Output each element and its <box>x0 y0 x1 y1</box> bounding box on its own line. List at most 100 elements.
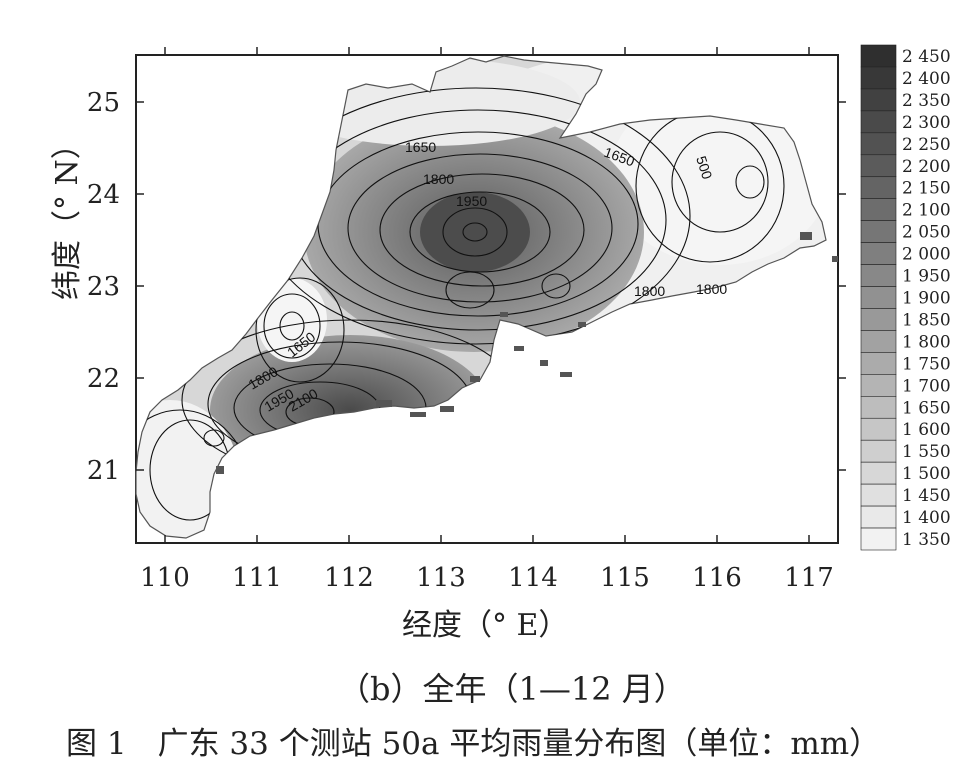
legend-label: 1 700 <box>902 376 951 396</box>
x-tick-label: 114 <box>508 563 558 593</box>
west-low-rainfall-area <box>257 278 327 362</box>
legend-swatch <box>860 374 897 397</box>
figure-subtitle: （b）全年（1—12 月） <box>338 670 686 708</box>
contour-line <box>409 191 551 273</box>
contour-line <box>379 173 585 287</box>
contour-line <box>255 277 345 383</box>
x-tick-label: 116 <box>692 563 742 593</box>
legend-swatch <box>860 264 897 287</box>
legend-swatch <box>860 352 897 375</box>
x-tick-labels: 110 111 112 113 114 115 116 117 <box>140 563 834 593</box>
contour-label: 1800 <box>423 171 454 187</box>
legend-swatch <box>860 110 897 134</box>
contour-label: 1950 <box>456 193 487 209</box>
contour-line <box>462 222 488 242</box>
legend-label: 1 850 <box>902 310 951 330</box>
legend-label: 1 650 <box>902 398 951 418</box>
y-tick-label: 21 <box>87 456 120 486</box>
legend-swatch <box>860 220 897 243</box>
x-tick-label: 111 <box>232 563 282 593</box>
island <box>560 372 572 377</box>
legend-swatch <box>860 330 897 353</box>
legend-label: 2 400 <box>902 69 951 89</box>
legend-label: 2 300 <box>902 113 951 133</box>
island <box>216 466 224 474</box>
legend-swatch <box>860 308 897 331</box>
legend-swatch <box>860 198 897 221</box>
contour-line <box>263 293 321 359</box>
legend-label: 1 900 <box>902 289 951 309</box>
legend-label: 2 150 <box>902 179 951 199</box>
island <box>800 232 812 240</box>
legend-swatch <box>860 417 897 441</box>
island <box>470 376 480 382</box>
axis-ticks <box>136 47 846 543</box>
island <box>500 312 508 317</box>
contour-line <box>735 165 765 199</box>
island <box>376 400 392 407</box>
legend-label: 1 500 <box>902 464 951 484</box>
island <box>440 406 454 412</box>
legend-swatch <box>860 176 897 199</box>
island <box>540 360 548 366</box>
legend-label: 2 100 <box>902 201 951 221</box>
island <box>410 412 426 417</box>
contour-line <box>445 271 495 309</box>
legend-label: 1 450 <box>902 486 951 506</box>
y-axis-label: 纬度（° N） <box>50 129 85 300</box>
legend-swatch <box>860 527 897 551</box>
contour-line <box>442 207 508 257</box>
legend-label: 1 800 <box>902 332 951 352</box>
legend-swatch <box>860 154 897 178</box>
x-tick-label: 117 <box>784 563 834 593</box>
legend-label: 2 350 <box>902 91 951 111</box>
island <box>514 346 524 351</box>
y-tick-labels: 21 22 23 24 25 <box>87 88 120 486</box>
legend-label: 1 400 <box>902 508 951 528</box>
y-tick-label: 22 <box>87 364 120 394</box>
legend-label: 2 200 <box>902 157 951 177</box>
coastal-islands <box>216 232 838 474</box>
y-tick-label: 24 <box>87 180 120 210</box>
legend-swatch <box>860 132 897 156</box>
island <box>832 256 838 262</box>
legend-swatch <box>860 66 897 90</box>
y-tick-label: 25 <box>87 88 120 118</box>
legend-label: 1 950 <box>902 267 951 287</box>
contour-line <box>279 311 305 341</box>
contour-label: 1800 <box>696 281 727 297</box>
legend-swatch <box>860 483 897 507</box>
legend-swatch <box>860 461 897 485</box>
x-tick-label: 115 <box>600 563 650 593</box>
contour-label: 1650 <box>405 139 436 155</box>
legend-swatch <box>860 44 897 68</box>
x-tick-label: 110 <box>140 563 190 593</box>
far-east-low-rainfall-area <box>610 85 826 265</box>
y-tick-label: 23 <box>87 272 120 302</box>
contour-line <box>541 273 571 299</box>
legend-label: 2 050 <box>902 223 951 243</box>
legend-label: 2 450 <box>902 47 951 67</box>
legend-label: 2 000 <box>902 245 951 265</box>
x-axis-label: 经度（° E） <box>402 608 569 643</box>
central-core-rainfall-area <box>420 192 530 272</box>
contour-line <box>347 153 613 303</box>
legend-swatch <box>860 439 897 463</box>
legend-swatch <box>860 505 897 529</box>
legend-label: 1 350 <box>902 530 951 550</box>
legend-swatch <box>860 242 897 265</box>
legend-swatch <box>860 286 897 309</box>
contour-label: 500 <box>693 154 716 181</box>
legend-swatch <box>860 88 897 112</box>
island <box>578 322 586 327</box>
figure-caption: 图 1 广东 33 个测站 50a 平均雨量分布图（单位：mm） <box>66 726 881 762</box>
contour-line <box>671 131 769 233</box>
x-tick-label: 113 <box>416 563 466 593</box>
legend-label: 2 250 <box>902 135 951 155</box>
legend-label: 1 600 <box>902 420 951 440</box>
contour-label: 1800 <box>634 283 665 299</box>
legend-swatch <box>860 396 897 419</box>
